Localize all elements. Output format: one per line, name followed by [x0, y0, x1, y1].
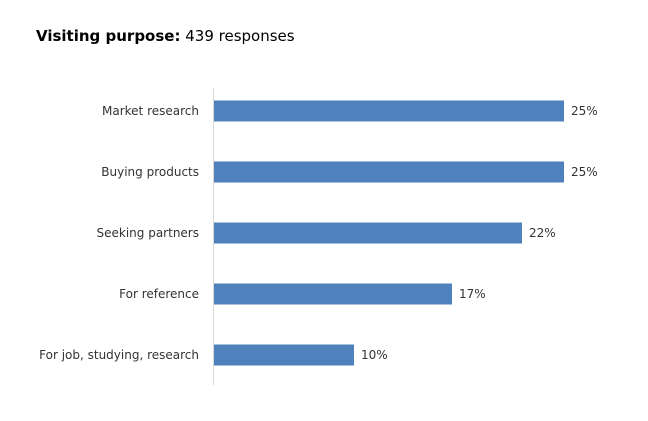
bar-5: [214, 344, 354, 366]
bar-1: [214, 100, 564, 122]
chart-title-label: Visiting purpose:: [36, 27, 181, 45]
category-label-5: For job, studying, research: [39, 348, 199, 362]
bar-3: [214, 222, 522, 244]
category-label-2: Buying products: [101, 165, 199, 179]
chart-title: Visiting purpose: 439 responses: [36, 26, 295, 46]
data-label-1: 25%: [571, 104, 598, 118]
bar-2: [214, 161, 564, 183]
data-label-4: 17%: [459, 287, 486, 301]
category-label-1: Market research: [102, 104, 199, 118]
category-label-3: Seeking partners: [97, 226, 200, 240]
data-label-3: 22%: [529, 226, 556, 240]
bar-4: [214, 283, 452, 305]
category-label-4: For reference: [119, 287, 199, 301]
data-label-2: 25%: [571, 165, 598, 179]
chart-title-responses: 439 responses: [185, 27, 295, 45]
data-label-5: 10%: [361, 348, 388, 362]
